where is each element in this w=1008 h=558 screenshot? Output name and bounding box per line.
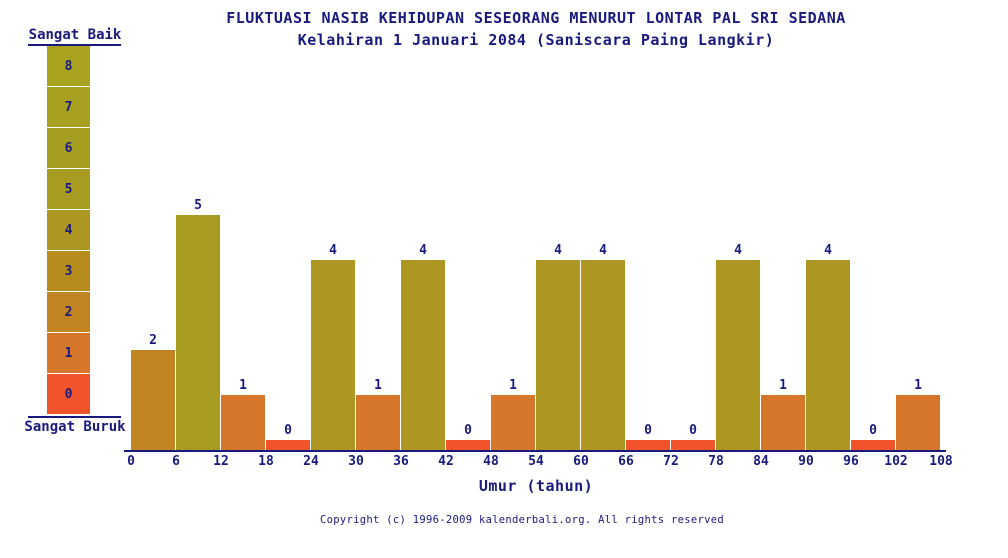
legend-bottom-label: Sangat Buruk (24, 419, 126, 435)
bar-value-label: 1 (509, 378, 517, 393)
bar-age-102-108 (896, 395, 940, 450)
bar-value-label: 1 (914, 378, 922, 393)
x-tick-label-78: 78 (708, 454, 724, 469)
bar-age-42-48 (446, 440, 490, 450)
legend-cell-0: 0 (47, 374, 90, 414)
bar-age-6-12 (176, 215, 220, 450)
chart-title: FLUKTUASI NASIB KEHIDUPAN SESEORANG MENU… (226, 9, 846, 27)
bar-age-54-60 (536, 260, 580, 450)
x-tick-label-36: 36 (393, 454, 409, 469)
legend-cell-7: 7 (47, 87, 90, 127)
bar-age-90-96 (806, 260, 850, 450)
copyright-text: Copyright (c) 1996-2009 kalenderbali.org… (320, 514, 724, 526)
bar-value-label: 0 (689, 423, 697, 438)
bar-age-66-72 (626, 440, 670, 450)
bar-value-label: 0 (869, 423, 877, 438)
bar-value-label: 4 (599, 243, 607, 258)
bar-value-label: 0 (644, 423, 652, 438)
bar-value-label: 4 (419, 243, 427, 258)
bar-value-label: 4 (329, 243, 337, 258)
x-tick-label-60: 60 (573, 454, 589, 469)
x-tick-label-66: 66 (618, 454, 634, 469)
bar-age-0-6 (131, 350, 175, 450)
x-tick-label-30: 30 (348, 454, 364, 469)
bar-age-96-102 (851, 440, 895, 450)
plot-area: 2 5 1 0 4 1 4 0 1 4 4 0 0 4 1 4 0 1 (131, 60, 943, 450)
bar-value-label: 0 (284, 423, 292, 438)
bar-value-label: 1 (779, 378, 787, 393)
bar-value-label: 4 (824, 243, 832, 258)
bar-value-label: 4 (554, 243, 562, 258)
bar-age-30-36 (356, 395, 400, 450)
x-axis-ticks: 0 6 12 18 24 30 36 42 48 54 60 66 72 78 84 90 96 102 108 (127, 454, 953, 471)
x-tick-label-72: 72 (663, 454, 679, 469)
bar-value-label: 0 (464, 423, 472, 438)
bar-value-label: 1 (374, 378, 382, 393)
legend-top-label: Sangat Baik (28, 27, 122, 43)
chart-subtitle: Kelahiran 1 Januari 2084 (Saniscara Pain… (297, 31, 775, 49)
bar-value-label: 4 (734, 243, 742, 258)
legend-bottom-divider (28, 416, 121, 418)
x-tick-label-90: 90 (798, 454, 814, 469)
x-tick-label-96: 96 (843, 454, 859, 469)
bar-age-36-42 (401, 260, 445, 450)
x-tick-label-12: 12 (213, 454, 229, 469)
legend-cell-4: 4 (47, 210, 90, 250)
x-axis-title: Umur (tahun) (478, 477, 594, 495)
bar-age-60-66 (581, 260, 625, 450)
bar-age-24-30 (311, 260, 355, 450)
bar-value-label: 1 (239, 378, 247, 393)
bar-age-12-18 (221, 395, 265, 450)
x-tick-label-0: 0 (127, 454, 135, 469)
bar-age-18-24 (266, 440, 310, 450)
legend-cell-3: 3 (47, 251, 90, 291)
x-tick-label-42: 42 (438, 454, 454, 469)
legend-cell-1: 1 (47, 333, 90, 373)
x-tick-label-108: 108 (929, 454, 953, 469)
x-tick-label-84: 84 (753, 454, 769, 469)
legend-cell-6: 6 (47, 128, 90, 168)
bar-value-label: 5 (194, 198, 202, 213)
x-axis-line (124, 450, 946, 452)
bar-value-label: 2 (149, 333, 157, 348)
legend-cell-5: 5 (47, 169, 90, 209)
bar-age-72-78 (671, 440, 715, 450)
x-tick-label-54: 54 (528, 454, 544, 469)
bar-age-84-90 (761, 395, 805, 450)
bar-age-78-84 (716, 260, 760, 450)
x-tick-label-48: 48 (483, 454, 499, 469)
x-tick-label-18: 18 (258, 454, 274, 469)
legend-cell-8: 8 (47, 46, 90, 86)
legend-top-divider (28, 44, 121, 46)
legend-cell-2: 2 (47, 292, 90, 332)
x-tick-label-102: 102 (884, 454, 908, 469)
x-tick-label-6: 6 (172, 454, 180, 469)
bar-age-48-54 (491, 395, 535, 450)
x-tick-label-24: 24 (303, 454, 319, 469)
